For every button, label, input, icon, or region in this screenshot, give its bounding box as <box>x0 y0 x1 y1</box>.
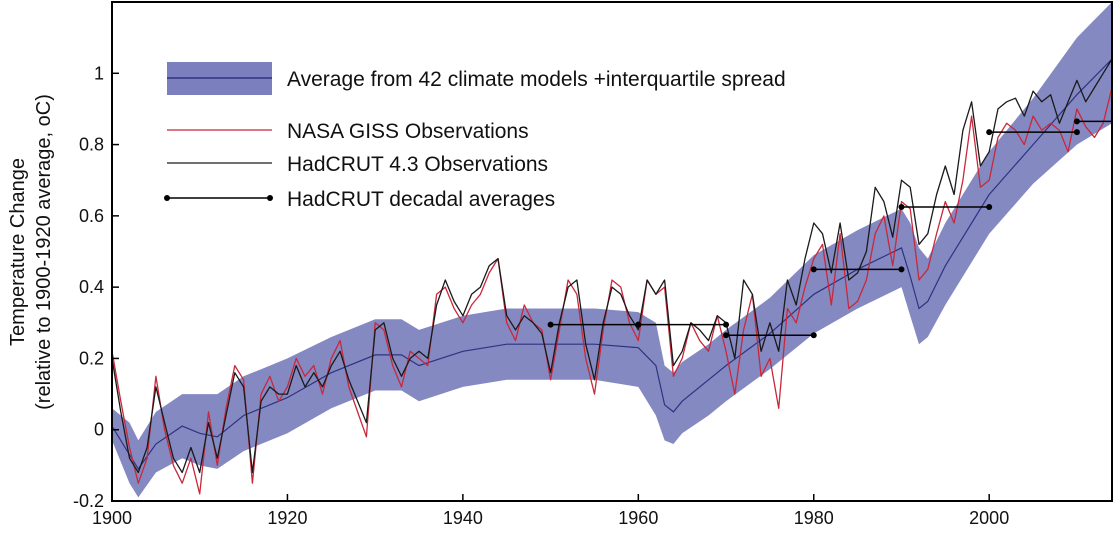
y-tick-label--0.2: -0.2 <box>73 491 104 511</box>
x-tick-label-1920: 1920 <box>267 508 307 528</box>
plot-area <box>112 2 1112 498</box>
plot-frame <box>111 1 1113 502</box>
x-tick-label-1900: 1900 <box>92 508 132 528</box>
decadal-average-dot-start-3 <box>810 266 817 273</box>
axis-ticks: 1900 1920 1940 1960 1980 2000 -0.2 0 0.2 0.4 0.6 0.… <box>73 63 1009 528</box>
series-line-hadcrut <box>112 58 1112 474</box>
legend-label-hadcrut: HadCRUT 4.3 Observations <box>287 153 548 176</box>
y-tick-label-0.6: 0.6 <box>79 206 104 226</box>
decadal-average-dot-end-2 <box>810 332 817 339</box>
x-tick-label-1960: 1960 <box>618 508 658 528</box>
legend: Average from 42 climate models +interqua… <box>164 62 786 211</box>
decadal-average-dot-end-3 <box>898 266 905 273</box>
legend-label-model: Average from 42 climate models +interqua… <box>287 68 786 91</box>
decadal-average-dot-end-4 <box>986 203 993 210</box>
model-average-line <box>112 58 1112 470</box>
y-tick-label-0: 0 <box>94 420 104 440</box>
decadal-average-dot-start-5 <box>986 129 993 136</box>
y-tick-label-0.8: 0.8 <box>79 135 104 155</box>
legend-swatch-decadal-dot-end <box>267 195 273 201</box>
legend-label-decadal: HadCRUT decadal averages <box>287 188 555 211</box>
y-tick-label-0.2: 0.2 <box>79 348 104 368</box>
decadal-average-dot-start-4 <box>898 203 905 210</box>
x-tick-label-1980: 1980 <box>794 508 834 528</box>
decadal-average-dot-start-0 <box>547 321 554 328</box>
series-line-giss <box>112 87 1112 495</box>
decadal-average-dot-end-5 <box>1073 129 1080 136</box>
y-tick-label-0.4: 0.4 <box>79 277 104 297</box>
decadal-average-dot-end-1 <box>723 321 730 328</box>
y-axis-label-sub: (relative to 1900-1920 average, oC) <box>33 94 55 410</box>
decadal-average-dot-start-2 <box>723 332 730 339</box>
x-tick-label-1940: 1940 <box>443 508 483 528</box>
legend-label-giss: NASA GISS Observations <box>287 120 529 143</box>
legend-swatch-decadal-dot-start <box>164 195 170 201</box>
model-interquartile-band <box>112 2 1112 498</box>
x-tick-label-2000: 2000 <box>969 508 1009 528</box>
decadal-average-dot-start-6 <box>1073 118 1080 125</box>
decadal-average-dot-start-1 <box>635 321 642 328</box>
y-tick-label-1: 1 <box>94 63 104 83</box>
y-axis-label: Temperature Change <box>7 158 29 346</box>
